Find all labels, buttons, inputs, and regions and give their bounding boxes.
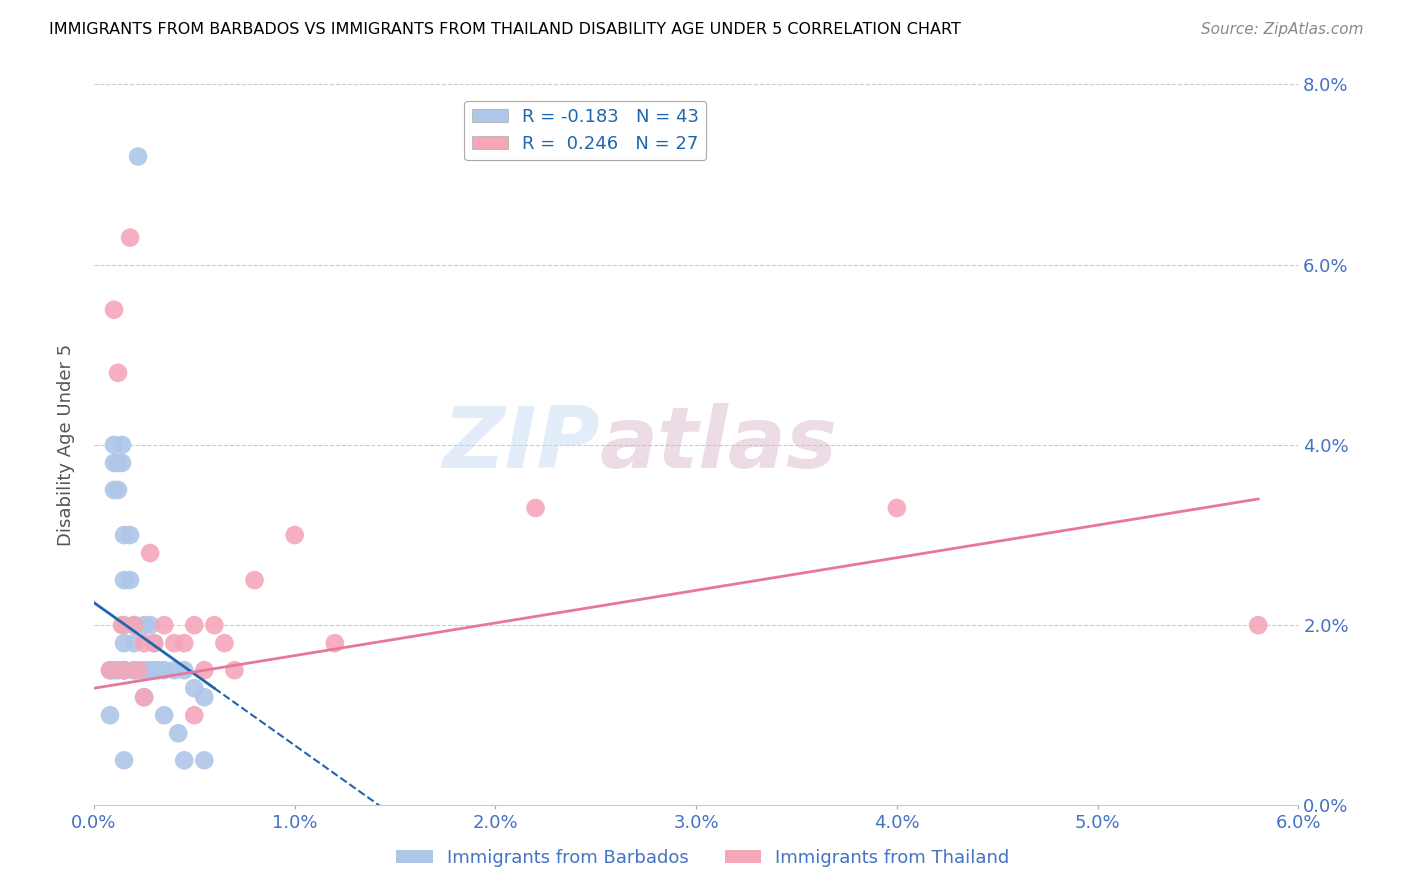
Point (1247, 618, 1270, 632)
Point (112, 663, 135, 677)
Point (143, 636, 166, 650)
Point (107, 366, 129, 380)
Point (112, 573, 135, 587)
Point (103, 663, 125, 677)
Point (120, 528, 142, 542)
Legend: Immigrants from Barbados, Immigrants from Thailand: Immigrants from Barbados, Immigrants fro… (389, 842, 1017, 874)
Point (153, 618, 176, 632)
Point (112, 618, 135, 632)
Point (193, 663, 215, 677)
Point (173, 663, 195, 677)
Point (153, 708, 176, 723)
Point (132, 690, 155, 705)
Point (112, 663, 135, 677)
Point (163, 663, 186, 677)
Point (122, 636, 145, 650)
Point (98, 663, 121, 677)
Point (120, 573, 142, 587)
Point (103, 483, 125, 497)
Point (112, 528, 135, 542)
Point (132, 690, 155, 705)
Point (98, 663, 121, 677)
Point (127, 149, 149, 163)
Point (143, 636, 166, 650)
Point (103, 302, 125, 317)
Point (243, 573, 266, 587)
Text: Source: ZipAtlas.com: Source: ZipAtlas.com (1201, 22, 1364, 37)
Point (103, 456, 125, 470)
Legend: R = -0.183   N = 43, R =  0.246   N = 27: R = -0.183 N = 43, R = 0.246 N = 27 (464, 101, 706, 161)
Point (139, 618, 162, 632)
Point (112, 753, 135, 767)
Point (183, 708, 205, 723)
Point (132, 618, 155, 632)
Point (111, 438, 134, 452)
Point (132, 636, 155, 650)
Point (98, 708, 121, 723)
Point (193, 690, 215, 705)
Point (111, 618, 134, 632)
Point (202, 618, 225, 632)
Point (146, 663, 169, 677)
Point (120, 230, 142, 244)
Point (214, 636, 236, 650)
Point (183, 681, 205, 696)
Point (103, 438, 125, 452)
Point (122, 663, 145, 677)
Point (886, 500, 908, 515)
Point (112, 663, 135, 677)
Point (284, 528, 307, 542)
Point (127, 663, 149, 677)
Point (122, 663, 145, 677)
Point (122, 618, 145, 632)
Point (132, 663, 155, 677)
Point (112, 636, 135, 650)
Point (323, 636, 346, 650)
Point (173, 636, 195, 650)
Point (107, 483, 129, 497)
Point (163, 636, 186, 650)
Point (524, 500, 547, 515)
Point (224, 663, 246, 677)
Point (122, 618, 145, 632)
Point (107, 663, 129, 677)
Point (153, 663, 176, 677)
Point (193, 753, 215, 767)
Point (143, 663, 166, 677)
Point (139, 546, 162, 560)
Point (167, 726, 190, 740)
Point (183, 618, 205, 632)
Y-axis label: Disability Age Under 5: Disability Age Under 5 (58, 343, 75, 546)
Point (173, 753, 195, 767)
Point (111, 456, 134, 470)
Text: atlas: atlas (600, 403, 838, 486)
Point (139, 663, 162, 677)
Text: IMMIGRANTS FROM BARBADOS VS IMMIGRANTS FROM THAILAND DISABILITY AGE UNDER 5 CORR: IMMIGRANTS FROM BARBADOS VS IMMIGRANTS F… (49, 22, 962, 37)
Text: ZIP: ZIP (441, 403, 600, 486)
Point (112, 663, 135, 677)
Point (107, 456, 129, 470)
